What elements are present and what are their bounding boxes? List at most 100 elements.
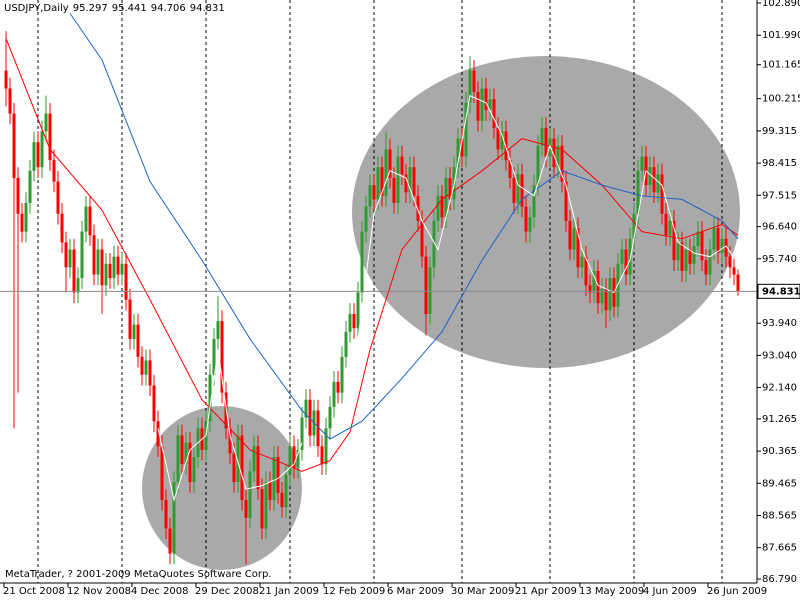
candle-body <box>380 167 384 196</box>
candle-body <box>472 70 476 93</box>
candle-body <box>132 324 136 339</box>
y-tick-label: 86.790 <box>762 574 797 585</box>
candle-body <box>80 231 84 279</box>
candle-body <box>728 256 732 268</box>
candle-body <box>272 457 276 500</box>
y-tick-label: 97.515 <box>762 190 797 201</box>
candle-body <box>316 410 320 447</box>
candle-body <box>684 249 688 271</box>
price-label: 94.831 <box>762 286 800 297</box>
candle-body <box>232 453 236 483</box>
candle-body <box>92 235 96 275</box>
candle-body <box>664 213 668 236</box>
candle-body <box>384 149 388 196</box>
candle-body <box>120 263 124 275</box>
y-tick-label: 100.215 <box>762 94 800 105</box>
ma-line <box>69 13 739 440</box>
candle-body <box>220 321 224 393</box>
candle-body <box>52 160 56 182</box>
candle-body <box>116 256 120 275</box>
candle-body <box>308 399 312 436</box>
candle-body <box>632 213 636 239</box>
candle-body <box>36 142 40 168</box>
candle-body <box>356 292 360 329</box>
candle-body <box>24 202 28 232</box>
candle-body <box>260 489 264 529</box>
close-value: 94.831 <box>189 3 225 14</box>
candle-body <box>428 267 432 314</box>
candle-body <box>376 167 380 200</box>
candle-body <box>12 113 16 178</box>
candle-body <box>460 138 464 157</box>
candle-body <box>624 249 628 275</box>
candle-body <box>708 249 712 275</box>
plot <box>0 0 757 583</box>
candle-body <box>388 149 392 178</box>
candle-body <box>532 185 536 218</box>
y-tick-label: 91.265 <box>762 414 797 425</box>
candle-body <box>248 471 252 518</box>
candle-body <box>668 220 672 236</box>
candle-body <box>504 131 508 161</box>
candle-body <box>68 249 72 268</box>
candle-body <box>508 160 512 178</box>
candle-body <box>696 231 700 246</box>
candle-body <box>716 228 720 254</box>
candle-body <box>408 167 412 193</box>
y-tick-label: 101.990 <box>762 30 800 41</box>
candle-body <box>440 195 444 218</box>
x-tick-label: 21 Oct 2008 <box>3 586 65 597</box>
candle-body <box>148 360 152 386</box>
candle-body <box>688 249 692 264</box>
candle-body <box>568 220 572 250</box>
x-tick-label: 21 Apr 2009 <box>515 586 577 597</box>
candle-body <box>372 185 376 200</box>
candle-body <box>628 238 632 275</box>
candle-body <box>4 70 8 89</box>
candle-body <box>544 127 548 157</box>
candle-body <box>332 381 336 407</box>
y-tick-label: 93.040 <box>762 350 797 361</box>
candle-body <box>228 428 232 454</box>
open-value: 95.297 <box>72 3 108 14</box>
y-tick-label: 99.315 <box>762 126 797 137</box>
candle-body <box>368 185 372 207</box>
candle-body <box>512 177 516 203</box>
candle-body <box>620 249 624 264</box>
candle-body <box>500 131 504 150</box>
candle-body <box>660 174 664 214</box>
candle-body <box>636 170 640 214</box>
candle-body <box>604 288 608 311</box>
candle-body <box>364 206 368 232</box>
candle-body <box>576 228 580 268</box>
y-tick-label: 102.890 <box>762 0 800 9</box>
candle-body <box>344 331 348 357</box>
high-value: 95.441 <box>111 3 147 14</box>
ma-line <box>157 94 739 502</box>
candle-body <box>520 174 524 207</box>
candle-body <box>476 92 480 121</box>
candle-body <box>104 263 108 286</box>
candle-body <box>564 181 568 221</box>
candle-body <box>8 88 12 114</box>
candle-body <box>404 174 408 193</box>
x-tick-label: 4 Jun 2009 <box>643 586 697 597</box>
candle-body <box>492 99 496 128</box>
x-tick-label: 12 Nov 2008 <box>67 586 131 597</box>
candle-body <box>420 220 424 257</box>
x-tick-label: 12 Feb 2009 <box>323 586 385 597</box>
candle-body <box>436 195 440 221</box>
candle-body <box>656 174 660 193</box>
candle-body <box>360 231 364 293</box>
candle-body <box>648 167 652 186</box>
ma-line <box>5 38 739 472</box>
candle-body <box>212 338 216 375</box>
candle-body <box>28 170 32 203</box>
candle-body <box>340 356 344 393</box>
candle-body <box>588 285 592 293</box>
candle-body <box>244 499 248 518</box>
candle-body <box>296 449 300 468</box>
candle-body <box>720 238 724 254</box>
candle-body <box>572 228 576 250</box>
candle-body <box>180 435 184 465</box>
